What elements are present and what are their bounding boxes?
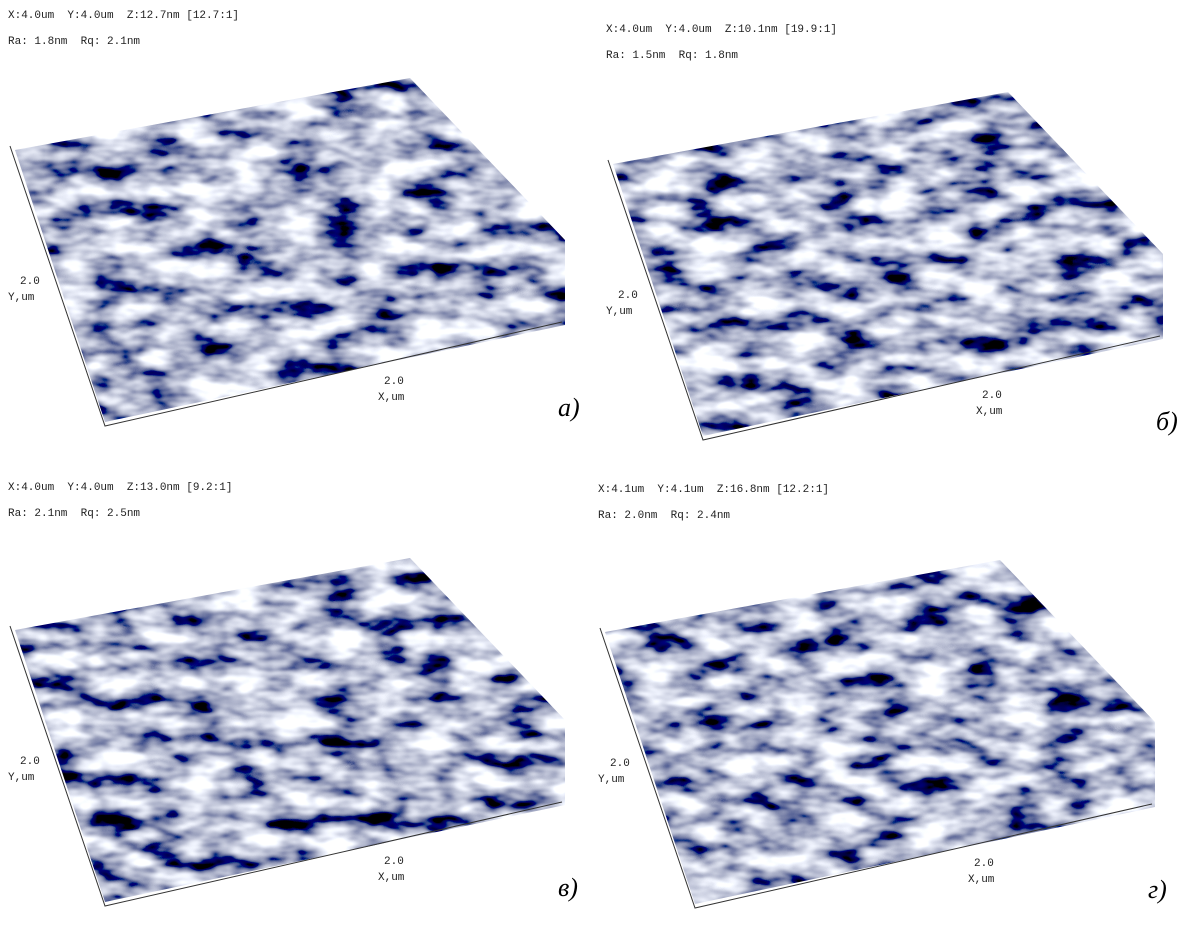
x-tick-label: 2.0 — [384, 856, 404, 868]
panel-label: б) — [1156, 407, 1178, 436]
surface — [0, 532, 600, 912]
x-tick-label: 2.0 — [974, 858, 994, 870]
roughness: Ra: 2.1nm Rq: 2.5nm — [8, 508, 140, 520]
y-tick-label: 2.0 — [20, 756, 40, 768]
surface-texture — [0, 532, 600, 912]
roughness: Ra: 1.5nm Rq: 1.8nm — [606, 50, 738, 62]
scan-header: X:4.1um Y:4.1um Z:16.8nm [12.2:1] — [598, 484, 829, 496]
afm-panel: X:4.0um Y:4.0um Z:13.0nm [9.2:1] Ra: 2.1n… — [0, 482, 600, 912]
roughness: Ra: 1.8nm Rq: 2.1nm — [8, 36, 140, 48]
x-axis-label: X,um — [976, 406, 1003, 418]
x-axis-label: X,um — [378, 392, 405, 404]
y-axis-label: Y,um — [606, 306, 633, 318]
roughness: Ra: 2.0nm Rq: 2.4nm — [598, 510, 730, 522]
scan-header: X:4.0um Y:4.0um Z:13.0nm [9.2:1] — [8, 482, 232, 494]
y-axis-label: Y,um — [8, 292, 35, 304]
afm-panel: X:4.0um Y:4.0um Z:12.7nm [12.7:1] Ra: 1.8… — [0, 10, 600, 440]
afm-panel: X:4.0um Y:4.0um Z:10.1nm [19.9:1] Ra: 1.5… — [598, 24, 1189, 454]
panel-label: в) — [558, 873, 578, 902]
y-tick-label: 2.0 — [20, 276, 40, 288]
scan-header: X:4.0um Y:4.0um Z:12.7nm [12.7:1] — [8, 10, 239, 22]
afm-panel: X:4.1um Y:4.1um Z:16.8nm [12.2:1] Ra: 2.0… — [590, 484, 1189, 914]
y-tick-label: 2.0 — [610, 758, 630, 770]
x-tick-label: 2.0 — [384, 376, 404, 388]
scan-header: X:4.0um Y:4.0um Z:10.1nm [19.9:1] — [606, 24, 837, 36]
figure: X:4.0um Y:4.0um Z:12.7nm [12.7:1] Ra: 1.8… — [0, 0, 1189, 927]
y-axis-label: Y,um — [598, 774, 625, 786]
panel-label: а) — [558, 393, 580, 422]
x-tick-label: 2.0 — [982, 390, 1002, 402]
x-axis-label: X,um — [968, 874, 995, 886]
y-tick-label: 2.0 — [618, 290, 638, 302]
panel-label: г) — [1148, 875, 1167, 904]
y-axis-label: Y,um — [8, 772, 35, 784]
x-axis-label: X,um — [378, 872, 405, 884]
surface — [590, 534, 1189, 914]
surface-texture — [590, 534, 1189, 914]
